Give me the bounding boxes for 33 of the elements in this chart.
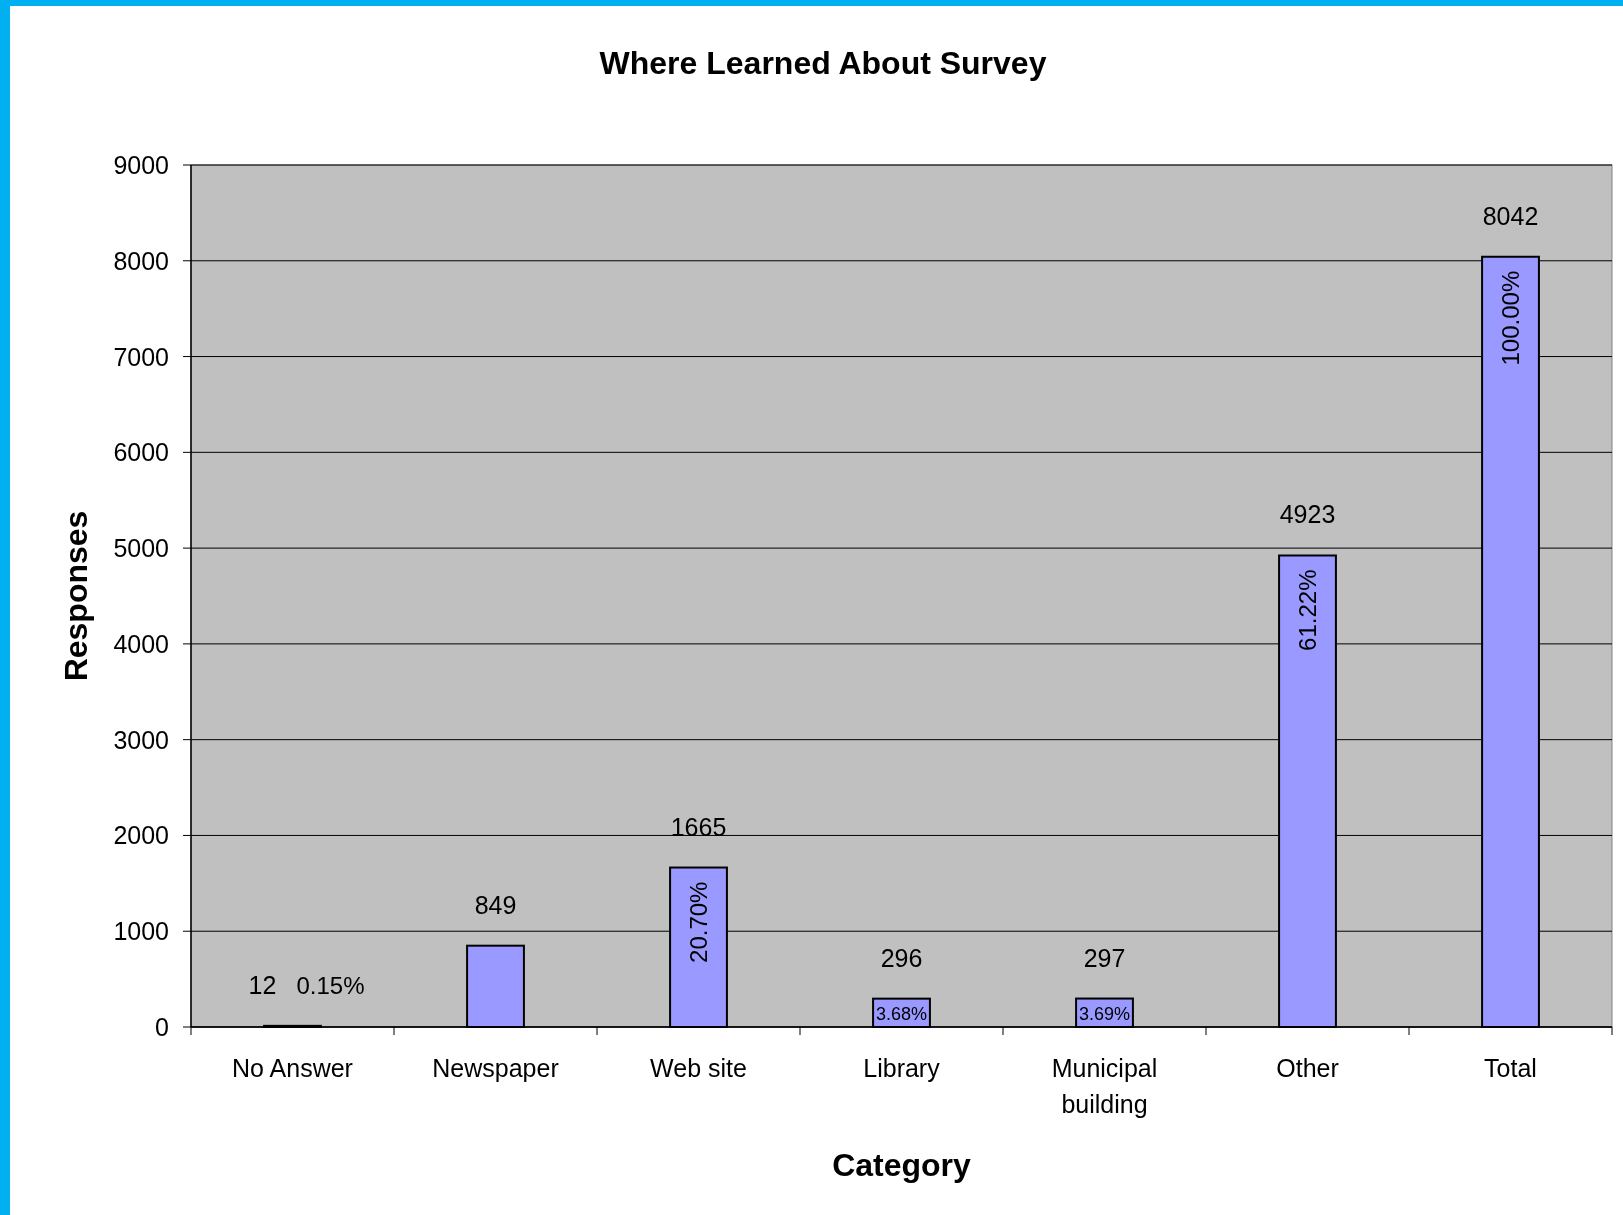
annotation: 3.69% <box>1078 1003 1131 1024</box>
x-axis-title: Category <box>832 1147 972 1183</box>
y-tick-label: 7000 <box>113 342 169 371</box>
data-label: 1665 <box>670 812 727 841</box>
data-label: 849 <box>474 890 517 919</box>
y-tick-label: 3000 <box>113 725 169 754</box>
data-label: 12 <box>248 970 277 999</box>
y-axis-title: Responses <box>58 510 94 682</box>
y-tick-label: 5000 <box>113 534 169 563</box>
chart-title: Where Learned About Survey <box>599 45 1047 81</box>
x-tick-label: Newspaper <box>432 1054 559 1082</box>
y-tick-label: 2000 <box>113 821 169 850</box>
annotation: 3.68% <box>875 1003 928 1024</box>
y-tick-label: 6000 <box>113 438 169 467</box>
y-tick-label: 9000 <box>113 151 169 179</box>
annotation: 20.70% <box>685 881 712 963</box>
data-label: 297 <box>1083 943 1126 972</box>
x-tick-label: Web site <box>650 1054 747 1082</box>
annotation: 61.22% <box>1294 569 1321 651</box>
x-tick-label: Municipal building <box>1051 1054 1158 1118</box>
y-tick-label: 4000 <box>113 629 169 658</box>
annotation: 0.15% <box>296 971 365 999</box>
x-tick-label: Total <box>1484 1054 1537 1082</box>
x-tick-label: No Answer <box>232 1054 353 1082</box>
x-tick-label: Library <box>863 1054 941 1082</box>
x-tick-label: Other <box>1276 1054 1339 1082</box>
data-label: 8042 <box>1482 201 1539 230</box>
data-label: 4923 <box>1279 500 1336 529</box>
y-tick-label: 8000 <box>113 246 169 275</box>
annotation: 100.00% <box>1497 270 1524 366</box>
y-tick-label: 0 <box>155 1013 169 1041</box>
y-tick-label: 1000 <box>113 917 169 946</box>
data-label: 296 <box>880 943 923 972</box>
